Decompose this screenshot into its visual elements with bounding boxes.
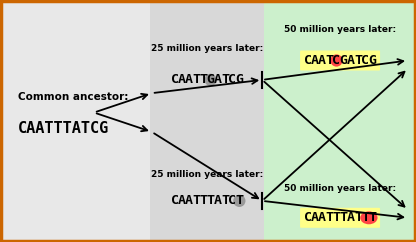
Text: CAATTTATCG: CAATTTATCG [18,121,109,136]
Text: T: T [354,54,362,67]
Bar [264,0,416,242]
Text: T: T [325,54,333,67]
Text: T: T [199,194,207,207]
FancyBboxPatch shape [300,51,380,70]
Text: A: A [185,73,193,86]
Text: A: A [178,194,186,207]
FancyBboxPatch shape [300,208,380,228]
Text: C: C [304,211,312,224]
Text: T: T [369,211,376,224]
Text: C: C [304,54,312,67]
Text: A: A [311,54,319,67]
Text: G: G [369,54,376,67]
Circle shape [233,195,245,207]
Text: T: T [235,194,243,207]
Text: T: T [221,73,229,86]
Text: 25 million years later:: 25 million years later: [151,170,263,179]
Text: A: A [318,54,326,67]
Text: C: C [361,54,369,67]
Text: C: C [228,73,236,86]
Text: A: A [214,73,222,86]
Text: T: T [192,73,200,86]
Circle shape [330,54,343,67]
Text: A: A [311,211,319,224]
Text: T: T [340,211,348,224]
Text: C: C [332,54,340,67]
Text: C: C [228,194,236,207]
Text: T: T [221,194,229,207]
Text: T: T [207,194,215,207]
Text: A: A [214,194,222,207]
Text: A: A [318,211,326,224]
Text: A: A [178,73,186,86]
Text: A: A [347,211,355,224]
Text: 50 million years later:: 50 million years later: [284,24,396,34]
Text: 25 million years later:: 25 million years later: [151,44,263,53]
Text: G: G [235,73,243,86]
Ellipse shape [360,211,378,224]
Text: G: G [340,54,348,67]
Bar [0,0,150,242]
Text: T: T [354,211,362,224]
Text: Common ancestor:: Common ancestor: [18,92,129,102]
Text: G: G [207,73,215,86]
Text: T: T [192,194,200,207]
Text: T: T [199,73,207,86]
Text: T: T [361,211,369,224]
Text: T: T [332,211,340,224]
Text: C: C [171,73,178,86]
Text: A: A [347,54,355,67]
Bar [150,0,264,242]
Text: A: A [185,194,193,207]
Text: 50 million years later:: 50 million years later: [284,184,396,193]
Circle shape [204,74,217,86]
Text: C: C [171,194,178,207]
Text: T: T [325,211,333,224]
